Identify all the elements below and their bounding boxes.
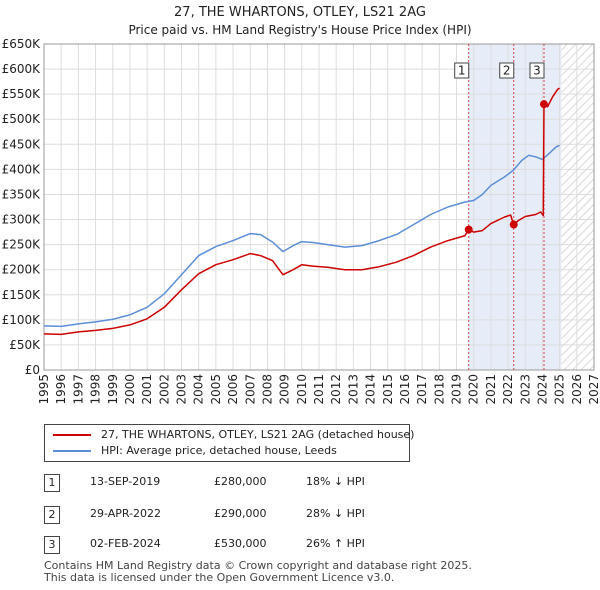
sale-label-text: 3 bbox=[533, 64, 541, 78]
sale-point bbox=[539, 100, 548, 109]
legend-label-property: 27, THE WHARTONS, OTLEY, LS21 2AG (detac… bbox=[101, 428, 415, 441]
sale-point bbox=[509, 220, 518, 229]
x-tick-label: 2015 bbox=[381, 374, 395, 405]
legend-item-hpi: HPI: Average price, detached house, Leed… bbox=[45, 443, 405, 459]
x-tick-label: 1999 bbox=[106, 374, 120, 405]
x-tick-label: 1998 bbox=[89, 374, 103, 405]
footer-licence: This data is licensed under the Open Gov… bbox=[44, 571, 395, 584]
plot-frame bbox=[43, 43, 595, 371]
footer-copyright: Contains HM Land Registry data © Crown c… bbox=[44, 559, 472, 572]
legend-label-hpi: HPI: Average price, detached house, Leed… bbox=[101, 444, 337, 457]
transaction-price: £280,000 bbox=[214, 475, 267, 488]
transaction-row: 3 02-FEB-2024 £530,000 26% ↑ HPI bbox=[44, 536, 464, 554]
legend: 27, THE WHARTONS, OTLEY, LS21 2AG (detac… bbox=[44, 424, 414, 462]
chart-title: 27, THE WHARTONS, OTLEY, LS21 2AG bbox=[174, 5, 426, 20]
y-tick-label: £250K bbox=[2, 238, 42, 252]
x-tick-label: 2019 bbox=[450, 374, 464, 405]
sale-label-box bbox=[529, 62, 545, 79]
x-tick-label: 2009 bbox=[278, 374, 292, 405]
chart-subtitle: Price paid vs. HM Land Registry's House … bbox=[128, 23, 472, 37]
x-tick-label: 2014 bbox=[364, 374, 378, 405]
x-tick-label: 2004 bbox=[192, 374, 206, 405]
x-tick-label: 2024 bbox=[535, 374, 549, 405]
x-tick-label: 2003 bbox=[175, 374, 189, 405]
x-tick-label: 2011 bbox=[312, 374, 326, 405]
transaction-row: 1 13-SEP-2019 £280,000 18% ↓ HPI bbox=[44, 474, 464, 492]
x-tick-label: 2016 bbox=[398, 374, 412, 405]
x-tick-label: 1997 bbox=[71, 374, 85, 405]
transaction-number: 3 bbox=[44, 536, 60, 554]
y-tick-label: £600K bbox=[2, 62, 42, 76]
sale-label-box bbox=[454, 62, 470, 79]
x-tick-label: 2023 bbox=[518, 374, 532, 405]
x-tick-label: 1996 bbox=[54, 374, 68, 405]
hpi-line bbox=[43, 144, 560, 328]
forecast-hatch bbox=[561, 44, 594, 370]
x-tick-label: 2020 bbox=[467, 374, 481, 405]
transaction-number: 2 bbox=[44, 506, 60, 524]
transaction-hpi: 28% ↓ HPI bbox=[306, 507, 365, 520]
transaction-price: £530,000 bbox=[214, 537, 267, 550]
transaction-date: 13-SEP-2019 bbox=[90, 475, 161, 488]
x-tick-label: 2017 bbox=[415, 374, 429, 405]
x-tick-label: 2013 bbox=[346, 374, 360, 405]
property-price-line bbox=[43, 87, 560, 336]
x-tick-label: 2000 bbox=[123, 374, 137, 405]
y-tick-label: £650K bbox=[2, 37, 42, 51]
transaction-date: 29-APR-2022 bbox=[90, 507, 162, 520]
transaction-hpi: 26% ↑ HPI bbox=[306, 537, 365, 550]
y-tick-label: £0 bbox=[25, 363, 40, 377]
x-tick-label: 2005 bbox=[209, 374, 223, 405]
x-tick-label: 2007 bbox=[243, 374, 257, 405]
transaction-hpi: 18% ↓ HPI bbox=[306, 475, 365, 488]
x-tick-label: 2012 bbox=[329, 374, 343, 405]
transaction-number: 1 bbox=[44, 474, 60, 492]
x-tick-label: 2002 bbox=[157, 374, 171, 405]
x-tick-label: 2022 bbox=[501, 374, 515, 405]
legend-swatch-property bbox=[53, 434, 91, 436]
transaction-date: 02-FEB-2024 bbox=[90, 537, 161, 550]
y-tick-label: £300K bbox=[2, 213, 42, 227]
y-tick-label: £350K bbox=[2, 187, 42, 201]
x-tick-label: 2006 bbox=[226, 374, 240, 405]
y-tick-label: £450K bbox=[2, 137, 42, 151]
sale-period-shade bbox=[468, 44, 562, 370]
y-tick-label: £400K bbox=[2, 162, 42, 176]
x-tick-label: 2027 bbox=[587, 374, 600, 405]
x-tick-label: 2001 bbox=[140, 374, 154, 405]
legend-item-property: 27, THE WHARTONS, OTLEY, LS21 2AG (detac… bbox=[45, 427, 414, 443]
y-tick-label: £50K bbox=[9, 338, 41, 352]
sale-point bbox=[464, 225, 473, 234]
y-tick-label: £500K bbox=[2, 112, 42, 126]
transaction-price: £290,000 bbox=[214, 507, 267, 520]
x-tick-label: 1995 bbox=[37, 374, 51, 405]
sale-label-text: 2 bbox=[503, 64, 511, 78]
x-tick-label: 2008 bbox=[260, 374, 274, 405]
price-chart: 1 2 3 £0 £50K £100K £150K £200K £250K £300K £350K £… bbox=[2, 37, 600, 405]
sale-label-box bbox=[499, 62, 515, 79]
x-tick-label: 2021 bbox=[484, 374, 498, 405]
x-tick-label: 2018 bbox=[432, 374, 446, 405]
x-tick-label: 2026 bbox=[570, 374, 584, 405]
y-tick-label: £200K bbox=[2, 263, 42, 277]
legend-swatch-hpi bbox=[53, 450, 91, 452]
sale-label-text: 1 bbox=[458, 64, 466, 78]
transaction-row: 2 29-APR-2022 £290,000 28% ↓ HPI bbox=[44, 506, 464, 524]
footer: Contains HM Land Registry data © Crown c… bbox=[44, 560, 472, 584]
y-tick-label: £550K bbox=[2, 87, 42, 101]
x-tick-label: 2025 bbox=[553, 374, 567, 405]
y-tick-label: £150K bbox=[2, 288, 42, 302]
y-tick-label: £100K bbox=[2, 313, 42, 327]
x-tick-label: 2010 bbox=[295, 374, 309, 405]
